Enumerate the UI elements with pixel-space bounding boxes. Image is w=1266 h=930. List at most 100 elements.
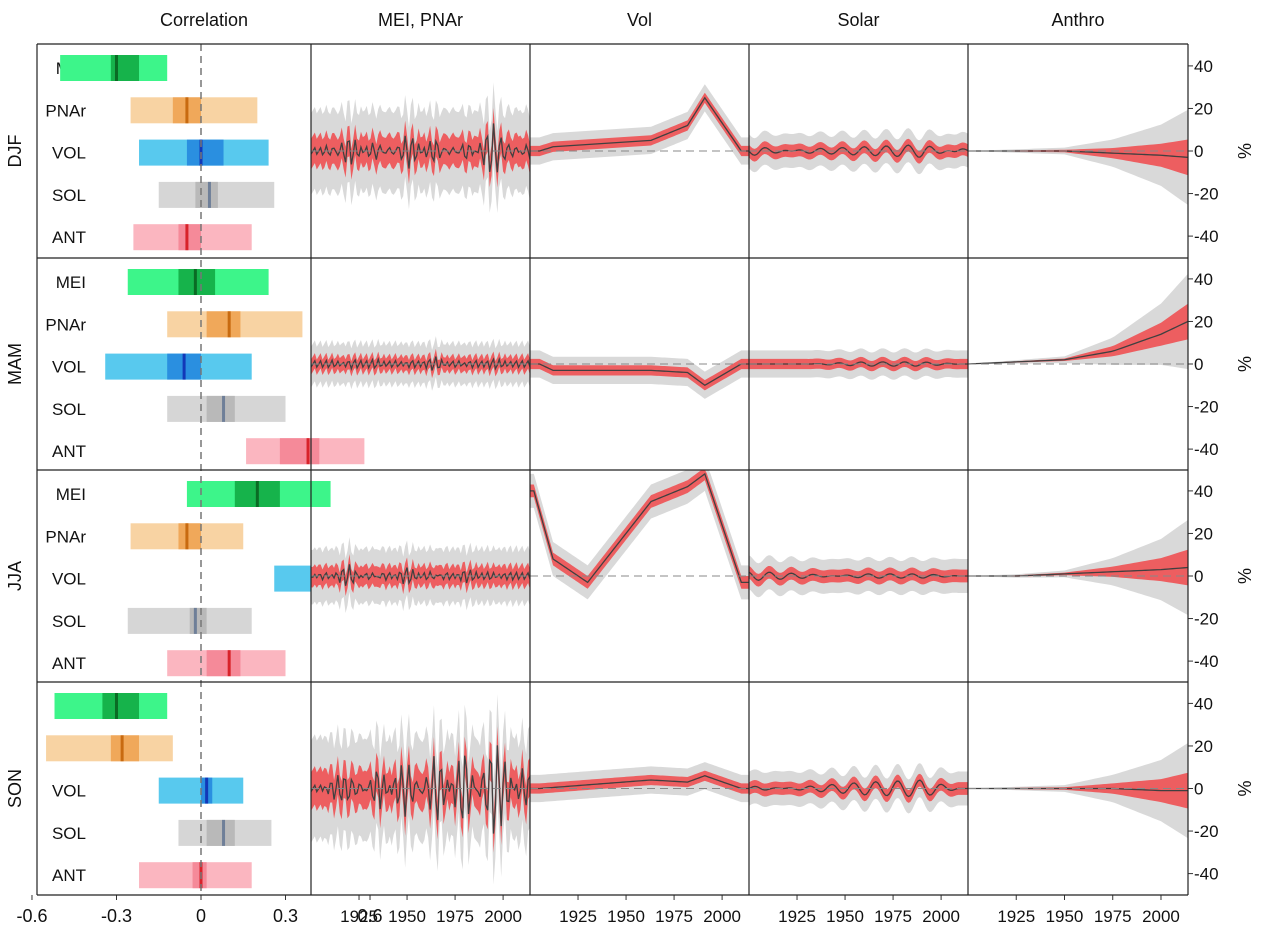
pct-tick-label: 40 (1194, 57, 1213, 76)
correlation-bar-inner (206, 650, 241, 677)
factor-label: PNAr (45, 527, 86, 546)
year-tick-label: 1975 (436, 907, 474, 925)
factor-label: PNAr (45, 315, 86, 334)
correlation-bar-median (185, 97, 189, 124)
year-tick-label: 1925 (559, 907, 597, 925)
series-line (310, 356, 531, 371)
pct-tick-label: 40 (1194, 270, 1213, 289)
series-band-inner (968, 303, 1188, 364)
series-band-inner (311, 554, 530, 596)
series-line (967, 320, 1189, 365)
season-label: JJA (5, 561, 25, 591)
factor-label: PNAr (45, 101, 86, 120)
pct-unit-label: % (1235, 143, 1255, 159)
year-tick-label: 1925 (778, 907, 816, 925)
pct-tick-label: 0 (1194, 567, 1203, 586)
correlation-bar-inner (206, 311, 241, 338)
pct-unit-label: % (1235, 356, 1255, 372)
pct-tick-label: 20 (1194, 312, 1213, 331)
correlation-bar-median (227, 650, 231, 677)
pct-tick-label: 0 (1194, 780, 1203, 799)
correlation-bar-median (193, 269, 197, 295)
pct-tick-label: 0 (1194, 355, 1203, 374)
correlation-bar-outer (46, 735, 173, 762)
pct-tick-label: 20 (1194, 524, 1213, 543)
correlation-tick-label: 0.6 (358, 906, 383, 925)
factor-label: VOL (52, 570, 86, 589)
correlation-bar-inner (206, 819, 235, 846)
pct-tick-label: -40 (1194, 652, 1219, 671)
factor-label: SOL (52, 612, 86, 631)
pct-tick-label: -40 (1194, 227, 1219, 246)
series-line (748, 779, 968, 798)
correlation-bar-inner (110, 735, 140, 762)
pct-tick-label: 40 (1194, 482, 1213, 501)
correlation-bar-median (114, 693, 118, 719)
factor-label: VOL (52, 782, 86, 801)
pct-tick-label: -40 (1194, 865, 1219, 884)
year-tick-label: 1975 (874, 907, 912, 925)
factor-label: VOL (52, 358, 86, 377)
series-band-inner (530, 358, 749, 391)
factor-label: SOL (52, 824, 86, 843)
correlation-bar-inner (178, 523, 201, 550)
season-label: DJF (5, 135, 25, 168)
year-tick-label: 2000 (484, 907, 522, 925)
year-tick-label: 1925 (340, 907, 378, 925)
correlation-bar-median (193, 607, 197, 634)
series-line (968, 566, 1189, 577)
year-tick-label: 2000 (703, 907, 741, 925)
series-band-outer (530, 469, 749, 600)
correlation-bar-median (227, 311, 231, 338)
pct-tick-label: 40 (1194, 694, 1213, 713)
year-tick-label: 2000 (922, 907, 960, 925)
factor-label: MEI (56, 485, 86, 504)
pct-tick-label: -20 (1194, 185, 1219, 204)
correlation-bar-inner (189, 607, 207, 634)
correlation-bar-inner (279, 438, 320, 465)
year-tick-label: 2000 (1142, 907, 1180, 925)
correlation-bar-median (306, 438, 310, 465)
series-band-inner (311, 726, 530, 853)
series-line (968, 150, 1189, 159)
correlation-bar-median (185, 523, 189, 550)
factor-label: SOL (52, 400, 86, 419)
factor-label: ANT (52, 442, 86, 461)
correlation-bar-median (114, 55, 118, 81)
pct-tick-label: 0 (1194, 142, 1203, 161)
year-tick-label: 1950 (1046, 907, 1084, 925)
correlation-tick-label: 0.3 (273, 906, 298, 925)
series-line (530, 472, 749, 584)
series-band-inner (311, 108, 530, 188)
factor-label: ANT (52, 228, 86, 247)
correlation-bar-inner (186, 139, 224, 166)
correlation-bar-inner (206, 395, 235, 422)
series-line (310, 564, 531, 586)
correlation-tick-label: -0.6 (16, 906, 47, 925)
series-band-inner (530, 770, 749, 794)
season-label: SON (5, 769, 25, 808)
column-title: Solar (837, 10, 879, 30)
year-tick-label: 1975 (1094, 907, 1132, 925)
series-line (310, 123, 531, 173)
pct-tick-label: 20 (1194, 99, 1213, 118)
year-tick-label: 1975 (655, 907, 693, 925)
factor-label: SOL (52, 186, 86, 205)
pct-tick-label: -20 (1194, 398, 1219, 417)
column-title: Vol (627, 10, 652, 30)
correlation-bar-median (120, 735, 124, 762)
series-band-outer (968, 109, 1188, 206)
pct-tick-label: 20 (1194, 737, 1213, 756)
year-tick-label: 1950 (826, 907, 864, 925)
series-band-outer (968, 519, 1188, 616)
factor-label: MEI (56, 273, 86, 292)
series-line (310, 745, 531, 834)
series-line (530, 775, 749, 790)
column-title: Anthro (1051, 10, 1104, 30)
series-line (530, 96, 749, 152)
correlation-bar-inner (102, 693, 140, 719)
series-band-inner (530, 92, 749, 157)
series-line (748, 571, 968, 581)
pct-tick-label: -20 (1194, 822, 1219, 841)
